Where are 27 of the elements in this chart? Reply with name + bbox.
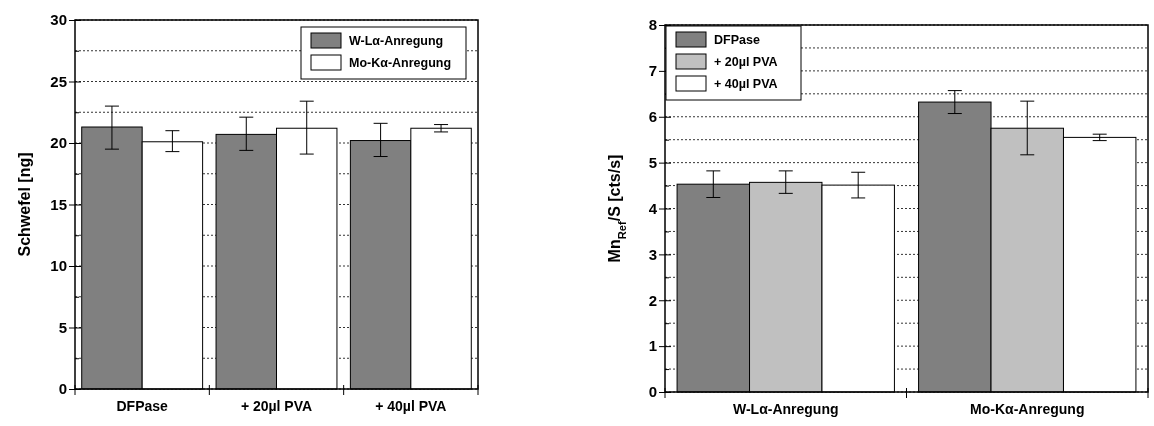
x-tick-label: Mo-Kα-Anregung xyxy=(970,400,1085,417)
y-tick-label: 7 xyxy=(648,62,657,80)
x-tick-label: W-Lα-Anregung xyxy=(732,400,839,417)
x-tick-label: + 40µl PVA xyxy=(375,397,447,414)
legend-label: + 40µl PVA xyxy=(714,77,778,91)
x-tick-label: DFPase xyxy=(116,397,169,414)
y-tick-label: 20 xyxy=(50,134,67,152)
y-tick-label: 4 xyxy=(648,199,658,217)
y-tick-label: 1 xyxy=(648,337,657,355)
x-tick-label: + 20µl PVA xyxy=(240,397,313,414)
y-tick-label: 25 xyxy=(50,72,67,90)
y-tick-label: 2 xyxy=(648,291,657,309)
y-tick-label: 5 xyxy=(648,153,657,171)
y-tick-label: 5 xyxy=(58,318,67,336)
legend-label: + 20µl PVA xyxy=(714,55,778,69)
y-tick-label: 6 xyxy=(648,108,657,126)
y-tick-label: 30 xyxy=(50,11,67,29)
y-tick-label: 0 xyxy=(648,383,657,401)
legend-label: Mo-Kα-Anregung xyxy=(349,56,452,70)
y-tick-label: 0 xyxy=(58,380,67,398)
legend-label: W-Lα-Anregung xyxy=(349,34,444,48)
y-tick-label: 8 xyxy=(648,16,657,34)
y-tick-label: 3 xyxy=(648,245,657,263)
y-tick-label: 10 xyxy=(50,257,67,275)
y-axis-title: Schwefel [ng] xyxy=(16,152,33,257)
legend-label: DFPase xyxy=(714,33,760,47)
y-tick-label: 15 xyxy=(50,195,67,213)
